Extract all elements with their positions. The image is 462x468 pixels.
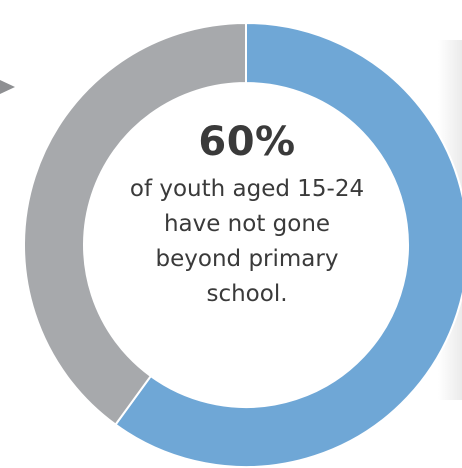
donut-slice-2 [23,21,247,426]
description-line-1: of youth aged 15-24 [129,176,365,202]
description-line-3: beyond primary [155,246,339,272]
description-line-4: school. [206,281,288,307]
description-text: of youth aged 15-24 have not gone beyond… [97,172,397,312]
percentage-value: 60% [198,119,296,165]
donut-slice-1 [114,21,462,468]
pointer-arrow-icon [0,80,15,94]
description-line-2: have not gone [163,211,331,237]
donut-center-label: 60% of youth aged 15-24 have not gone be… [97,118,397,312]
